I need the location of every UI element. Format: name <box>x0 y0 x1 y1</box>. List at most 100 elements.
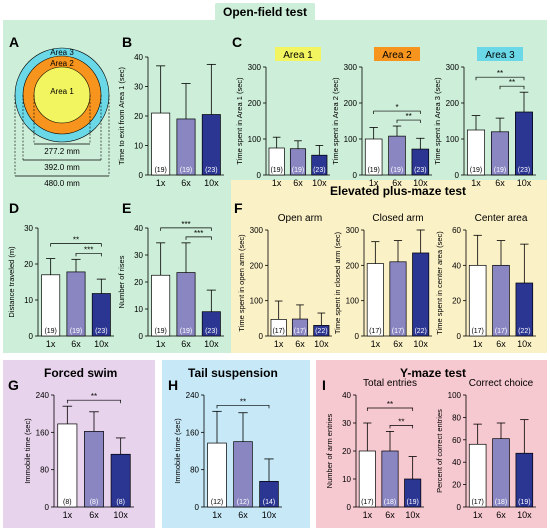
sample-size-label: (19) <box>270 167 282 174</box>
sample-size-label: (19) <box>494 167 506 174</box>
chart-c2: 0 100 200 300 Time spent in Area 2 (sec) Area… <box>331 47 432 188</box>
sample-size-label: (8) <box>90 499 99 506</box>
bar-1x <box>57 423 78 508</box>
chart-f2: 0 100 200 300 Time spent in closed arm (sec)… <box>333 213 432 349</box>
chart-title-highlight <box>275 47 321 61</box>
y-axis-label: Percent of correct entries <box>435 409 444 493</box>
bar-6x <box>289 148 307 176</box>
y-tick-label: 0 <box>457 332 462 341</box>
y-tick-label: 20 <box>342 447 351 456</box>
bar-10x <box>259 480 279 508</box>
significance-label: ** <box>91 392 97 401</box>
y-tick-label: 40 <box>342 391 351 400</box>
bar-10x <box>201 311 221 337</box>
sample-size-label: (19) <box>154 328 166 335</box>
sample-size-label: (19) <box>470 167 482 174</box>
y-tick-label: 20 <box>134 112 143 121</box>
sample-size-label: (19) <box>406 499 418 506</box>
significance-bracket <box>50 243 102 247</box>
sample-size-label: (17) <box>495 328 507 335</box>
significance-bracket <box>389 425 414 429</box>
bar-1x <box>468 443 487 508</box>
y-tick-label: 60 <box>452 226 461 235</box>
chart-title: Closed arm <box>372 213 423 224</box>
significance-label: ** <box>406 112 412 121</box>
y-tick-label: 20 <box>452 481 461 490</box>
sample-size-label: (18) <box>384 499 396 506</box>
sample-size-label: (23) <box>95 328 107 335</box>
panel-letter-i: I <box>322 377 326 393</box>
sample-size-label: (17) <box>471 499 483 506</box>
bar-6x <box>492 438 510 508</box>
x-tick-label: 6x <box>181 339 191 349</box>
y-tick-label: 200 <box>344 99 358 108</box>
y-axis-label: Number of arm entries <box>325 413 334 488</box>
bar-6x <box>84 431 104 508</box>
sample-size-label: (14) <box>263 499 275 506</box>
significance-label: *** <box>84 245 93 254</box>
sample-size-label: (23) <box>518 167 530 174</box>
sample-size-label: (8) <box>63 499 72 506</box>
sample-size-label: (19) <box>70 328 82 335</box>
chart-title-highlight <box>374 47 420 61</box>
sample-size-label: (17) <box>361 499 373 506</box>
x-tick-label: 1x <box>473 510 483 520</box>
sample-size-label: (17) <box>369 328 381 335</box>
chart-c1: 0 100 200 300 Time spent in Area 1 (sec) Area… <box>235 47 330 188</box>
y-tick-label: 0 <box>139 171 144 180</box>
y-tick-label: 0 <box>455 171 460 180</box>
bar-6x <box>492 264 510 337</box>
y-axis-label: Time to exit from Area 1 (sec) <box>117 66 126 165</box>
y-tick-label: 0 <box>457 503 462 512</box>
x-tick-label: 6x <box>496 339 506 349</box>
bar-6x <box>291 318 309 337</box>
x-tick-label: 1x <box>46 339 56 349</box>
sample-size-label: (17) <box>294 328 306 335</box>
x-tick-label: 10x <box>113 510 128 520</box>
y-tick-label: 0 <box>353 171 358 180</box>
sample-size-label: (19) <box>292 167 304 174</box>
x-tick-label: 10x <box>262 510 277 520</box>
y-axis-label: Distance traveled (m) <box>7 246 16 318</box>
y-tick-label: 30 <box>134 251 143 260</box>
bar-10x <box>412 252 430 337</box>
dimension-area-3: 480.0 mm <box>44 179 80 188</box>
chart-d: 0 10 20 30 Distance traveled (m) (19) 1x (19) 6x… <box>7 224 114 349</box>
area-2-label: Area 2 <box>50 59 74 68</box>
x-tick-label: 10x <box>405 510 420 520</box>
significance-bracket <box>499 85 525 90</box>
significance-bracket <box>75 252 102 257</box>
bar-6x <box>176 272 196 337</box>
y-tick-label: 20 <box>134 278 143 287</box>
area-3-label: Area 3 <box>50 48 74 57</box>
y-axis-label: Time spent in open arm (sec) <box>237 234 246 332</box>
y-axis-label: Time spent in center area (sec) <box>435 231 444 335</box>
x-tick-label: 10x <box>413 178 428 188</box>
chart-e: 0 10 20 30 40 Number of rises (19) 1x (19) 6x (23)… <box>117 220 224 349</box>
chart-h: 0 80 160 240 Immobile time (sec) (12) 1x (12) 6x… <box>173 391 282 520</box>
sample-size-label: (19) <box>180 328 192 335</box>
significance-label: ** <box>387 400 393 409</box>
y-axis-label: Number of rises <box>117 255 126 308</box>
bar-10x <box>91 293 111 337</box>
y-tick-label: 300 <box>446 63 460 72</box>
y-tick-label: 100 <box>248 135 262 144</box>
chart-title: Area 2 <box>382 50 412 61</box>
y-axis-label: Immobile time (sec) <box>173 418 182 484</box>
y-tick-label: 160 <box>186 428 200 437</box>
bar-10x <box>313 325 330 337</box>
x-tick-label: 1x <box>63 510 73 520</box>
y-axis-label: Time spent in Area 3 (sec) <box>433 77 442 165</box>
bar-1x <box>268 147 285 176</box>
chart-title: Area 3 <box>485 50 515 61</box>
bar-10x <box>515 111 533 176</box>
sample-size-label: (19) <box>180 167 192 174</box>
dimension-area-2: 392.0 mm <box>44 163 80 172</box>
y-tick-label: 80 <box>452 413 461 422</box>
tail-suspension-header: Tail suspension <box>180 364 286 382</box>
bar-6x <box>233 441 253 508</box>
x-tick-label: 1x <box>156 339 166 349</box>
sample-size-label: (22) <box>518 328 530 335</box>
y-tick-label: 40 <box>452 458 461 467</box>
sample-size-label: (17) <box>471 328 483 335</box>
